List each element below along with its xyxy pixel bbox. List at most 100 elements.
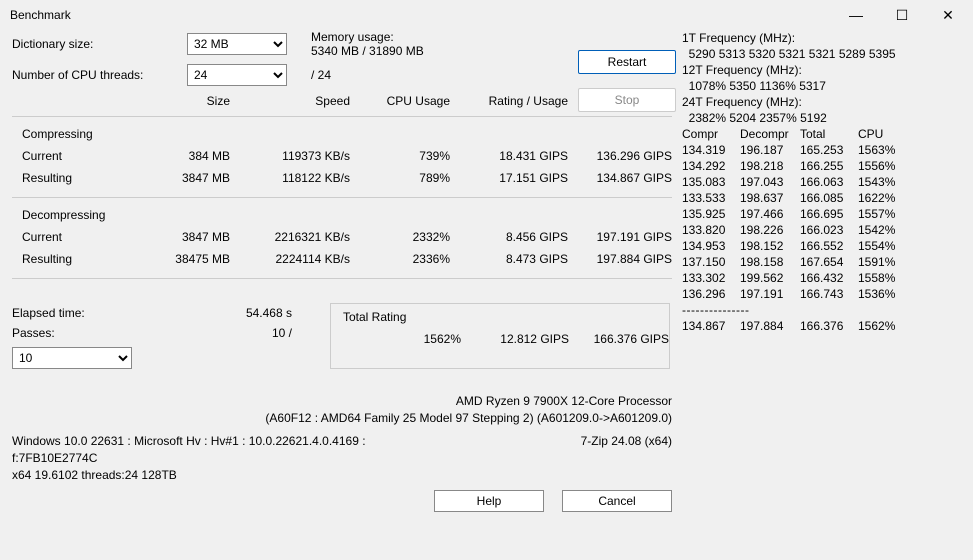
cell: 197.884 GIPS [568,252,672,266]
side-row: 134.319196.187165.2531563% [682,142,954,158]
cell: 3847 MB [100,171,230,185]
side-cell: 1557% [858,206,906,222]
side-cell: 197.466 [740,206,800,222]
divider [12,116,672,117]
maximize-button[interactable]: ☐ [879,0,925,30]
side-cell: 198.226 [740,222,800,238]
side-cell: 134.867 [682,318,740,334]
side-row: 134.953198.152166.5521554% [682,238,954,254]
side-cell: 166.743 [800,286,858,302]
side-row: 135.083197.043166.0631543% [682,174,954,190]
side-cell: 198.152 [740,238,800,254]
os-line1: Windows 10.0 22631 : Microsoft Hv : Hv#1… [12,433,581,450]
minimize-icon: — [849,7,863,23]
row-label: Resulting [12,252,100,266]
row-label: Current [12,149,100,163]
side-cell: 197.884 [740,318,800,334]
freq-12t-label: 12T Frequency (MHz): [682,62,954,78]
row-label: Resulting [12,171,100,185]
side-cell: 133.820 [682,222,740,238]
side-row: 134.292198.218166.2551556% [682,158,954,174]
cell: 2216321 KB/s [230,230,350,244]
side-cell: 1558% [858,270,906,286]
side-cell: 196.187 [740,142,800,158]
threads-total: / 24 [311,68,331,82]
side-cell: 1536% [858,286,906,302]
stop-button[interactable]: Stop [578,88,676,112]
cell: 8.456 GIPS [450,230,568,244]
close-button[interactable]: ✕ [925,0,971,30]
side-cell: 134.319 [682,142,740,158]
minimize-button[interactable]: — [833,0,879,30]
side-row: 137.150198.158167.6541591% [682,254,954,270]
cell: 17.151 GIPS [450,171,568,185]
total-cpu: 1562% [331,332,461,346]
cell: 2336% [350,252,450,266]
table-row: Current 3847 MB 2216321 KB/s 2332% 8.456… [12,226,672,248]
side-row: 133.820198.226166.0231542% [682,222,954,238]
side-cell: 1542% [858,222,906,238]
table-row: Resulting 38475 MB 2224114 KB/s 2336% 8.… [12,248,672,270]
results-table: Size Speed CPU Usage Rating / Usage Rati… [12,94,672,279]
side-cell: 133.533 [682,190,740,206]
window-title: Benchmark [10,8,833,22]
cpu-detail: (A60F12 : AMD64 Family 25 Model 97 Stepp… [12,410,672,427]
passes-value: 10 / [202,326,292,340]
cell: 2224114 KB/s [230,252,350,266]
cell: 119373 KB/s [230,149,350,163]
divider [12,278,672,279]
side-cell: 1563% [858,142,906,158]
col-size: Size [100,94,230,108]
close-icon: ✕ [942,7,954,24]
dictionary-size-label: Dictionary size: [12,37,187,51]
side-cell: 1554% [858,238,906,254]
side-summary-row: 134.867 197.884 166.376 1562% [682,318,954,334]
side-cell: 135.083 [682,174,740,190]
side-cell: 166.376 [800,318,858,334]
elapsed-time-label: Elapsed time: [12,306,202,320]
os-line2: f:7FB10E2774C [12,450,581,467]
side-cell: 135.925 [682,206,740,222]
restart-button[interactable]: Restart [578,50,676,74]
num-threads-select[interactable]: 24 [187,64,287,86]
table-row: Current 384 MB 119373 KB/s 739% 18.431 G… [12,145,672,167]
cell: 197.191 GIPS [568,230,672,244]
maximize-icon: ☐ [896,7,909,24]
freq-24t-value: 2382% 5204 2357% 5192 [682,110,954,126]
cancel-button-label: Cancel [598,494,635,508]
cancel-button[interactable]: Cancel [562,490,672,512]
cell: 38475 MB [100,252,230,266]
help-button[interactable]: Help [434,490,544,512]
memory-usage-label: Memory usage: [311,30,424,44]
cell: 118122 KB/s [230,171,350,185]
side-cell: 1543% [858,174,906,190]
passes-select[interactable]: 10 [12,347,132,369]
decompressing-title: Decompressing [12,202,672,226]
side-row: 133.302199.562166.4321558% [682,270,954,286]
total-rating-label: Total Rating [331,308,669,330]
passes-label: Passes: [12,326,202,340]
help-button-label: Help [477,494,502,508]
side-cell: 166.255 [800,158,858,174]
os-line3: x64 19.6102 threads:24 128TB [12,467,581,484]
dictionary-size-select[interactable]: 32 MB [187,33,287,55]
side-header-row: Compr Decompr Total CPU [682,126,954,142]
side-col-decompr: Decompr [740,126,800,142]
restart-button-label: Restart [608,55,647,69]
side-cell: 1622% [858,190,906,206]
side-cell: 134.953 [682,238,740,254]
total-rating-box: Total Rating 1562% 12.812 GIPS 166.376 G… [330,303,670,369]
side-row: 133.533198.637166.0851622% [682,190,954,206]
side-col-compr: Compr [682,126,740,142]
side-cell: 1556% [858,158,906,174]
side-cell: 134.292 [682,158,740,174]
freq-1t-value: 5290 5313 5320 5321 5321 5289 5395 [682,46,954,62]
row-label: Current [12,230,100,244]
side-divider: --------------- [682,302,954,318]
freq-1t-label: 1T Frequency (MHz): [682,30,954,46]
cell: 2332% [350,230,450,244]
side-cell: 166.695 [800,206,858,222]
freq-12t-value: 1078% 5350 1136% 5317 [682,78,954,94]
cell: 789% [350,171,450,185]
cell: 3847 MB [100,230,230,244]
